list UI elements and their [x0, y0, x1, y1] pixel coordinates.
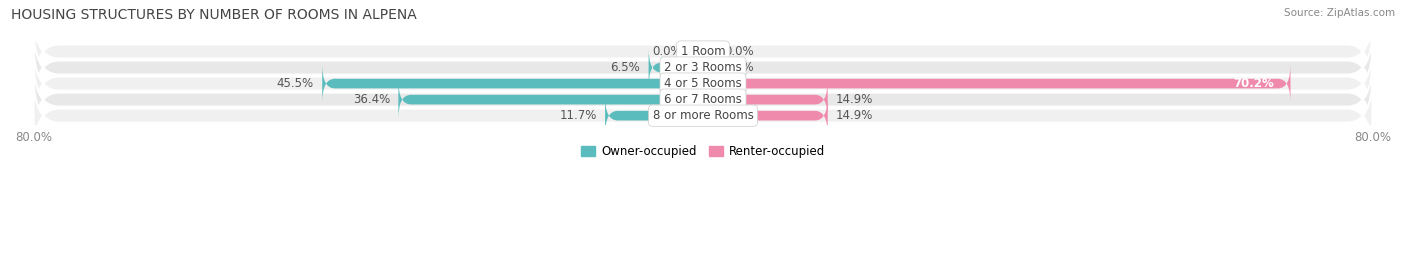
Text: 70.2%: 70.2%: [1233, 77, 1274, 90]
FancyBboxPatch shape: [703, 64, 1291, 103]
FancyBboxPatch shape: [34, 43, 1372, 125]
Text: 0.0%: 0.0%: [724, 45, 754, 58]
Text: Source: ZipAtlas.com: Source: ZipAtlas.com: [1284, 8, 1395, 18]
FancyBboxPatch shape: [703, 47, 716, 56]
Text: 2 or 3 Rooms: 2 or 3 Rooms: [664, 61, 742, 74]
FancyBboxPatch shape: [690, 47, 703, 56]
FancyBboxPatch shape: [322, 64, 703, 103]
FancyBboxPatch shape: [648, 48, 703, 87]
Text: 1 Room: 1 Room: [681, 45, 725, 58]
Text: 4 or 5 Rooms: 4 or 5 Rooms: [664, 77, 742, 90]
Text: HOUSING STRUCTURES BY NUMBER OF ROOMS IN ALPENA: HOUSING STRUCTURES BY NUMBER OF ROOMS IN…: [11, 8, 418, 22]
FancyBboxPatch shape: [34, 10, 1372, 93]
Text: 11.7%: 11.7%: [560, 109, 596, 122]
FancyBboxPatch shape: [34, 59, 1372, 141]
Text: 6.5%: 6.5%: [610, 61, 640, 74]
Text: 14.9%: 14.9%: [837, 109, 873, 122]
FancyBboxPatch shape: [703, 63, 716, 72]
FancyBboxPatch shape: [703, 96, 828, 135]
FancyBboxPatch shape: [34, 75, 1372, 157]
Text: 14.9%: 14.9%: [837, 93, 873, 106]
Text: 6 or 7 Rooms: 6 or 7 Rooms: [664, 93, 742, 106]
Text: 0.0%: 0.0%: [724, 61, 754, 74]
Legend: Owner-occupied, Renter-occupied: Owner-occupied, Renter-occupied: [576, 140, 830, 163]
Text: 8 or more Rooms: 8 or more Rooms: [652, 109, 754, 122]
FancyBboxPatch shape: [398, 80, 703, 119]
Text: 0.0%: 0.0%: [652, 45, 682, 58]
FancyBboxPatch shape: [34, 27, 1372, 109]
FancyBboxPatch shape: [703, 80, 828, 119]
Text: 36.4%: 36.4%: [353, 93, 389, 106]
FancyBboxPatch shape: [605, 96, 703, 135]
Text: 45.5%: 45.5%: [277, 77, 314, 90]
